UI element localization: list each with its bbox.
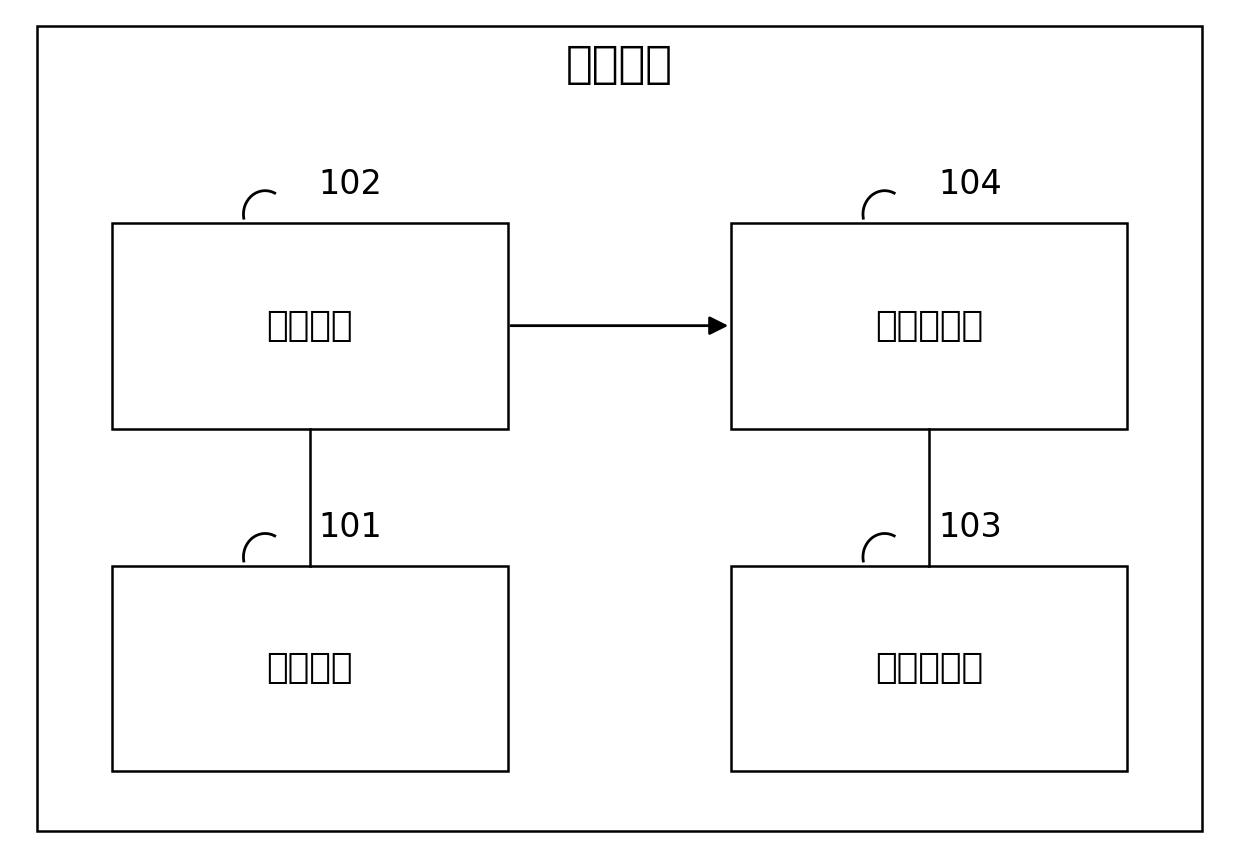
Text: 源虚拟机: 源虚拟机 — [266, 651, 353, 686]
Text: 104: 104 — [938, 168, 1001, 201]
Text: 101: 101 — [318, 511, 382, 543]
Text: 目的交换机: 目的交换机 — [875, 309, 984, 343]
Text: 102: 102 — [318, 168, 383, 201]
Bar — [112, 223, 508, 428]
Bar — [731, 566, 1127, 771]
Text: 目的虚拟机: 目的虚拟机 — [875, 651, 984, 686]
Text: 网络系统: 网络系统 — [566, 43, 673, 86]
Bar — [112, 566, 508, 771]
Text: 103: 103 — [938, 511, 1001, 543]
Text: 源交换机: 源交换机 — [266, 309, 353, 343]
Bar — [731, 223, 1127, 428]
